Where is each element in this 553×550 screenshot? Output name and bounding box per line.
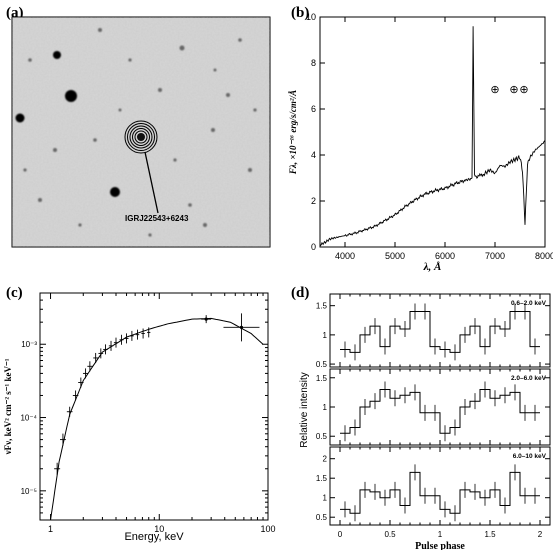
y-tick-label: 1.5 — [316, 374, 328, 383]
y-axis-label: Relative intensity — [299, 372, 310, 448]
pulse-profile-panel: 0.5 1 1.5 0.6–2.0 keV 0.5 1 1.5 2.0–6.0 keV 0.5 1… — [299, 293, 551, 550]
x-tick-label: 0 — [338, 530, 343, 539]
star-21 — [148, 233, 152, 237]
x-tick-label: 2 — [538, 530, 543, 539]
y-tick-label: 0.5 — [316, 513, 328, 522]
star-14 — [188, 203, 192, 207]
target-circle-2 — [132, 128, 150, 146]
profile-histogram-1 — [340, 389, 540, 434]
y-tick-label: 8 — [311, 58, 316, 68]
energy-band-label-2: 6.0–10 keV — [513, 453, 547, 460]
y-tick-label: 10⁻⁵ — [21, 487, 37, 496]
y-tick-label: 4 — [311, 150, 316, 160]
star-10 — [248, 168, 252, 172]
x-tick-label: 10 — [154, 524, 164, 534]
star-4 — [179, 45, 185, 51]
star-field — [15, 28, 257, 237]
source-label: IGRJ22543+6243 — [125, 214, 189, 223]
telluric-symbol-2: ⊕ — [519, 84, 528, 96]
x-tick-label: 6000 — [435, 251, 455, 261]
y-tick-label: 0.5 — [316, 432, 328, 441]
profile-histogram-2 — [340, 471, 540, 514]
plot-frame — [319, 16, 546, 248]
star-16 — [238, 38, 242, 42]
x-tick-label: 0.5 — [384, 530, 396, 539]
y-axis-label: Fλ, ×10⁻¹⁶ erg/s/cm²/Å — [288, 90, 298, 175]
spectrum-line — [319, 26, 546, 247]
sky-image-noise — [12, 17, 270, 247]
x-tick-label: 1.5 — [484, 530, 496, 539]
star-11 — [203, 223, 207, 227]
panel-label-d: (d) — [291, 285, 310, 301]
star-22 — [23, 168, 27, 172]
telluric-symbol-1: ⊕ — [509, 84, 518, 96]
y-tick-label: 1.5 — [316, 474, 328, 483]
target-circle-1 — [134, 130, 148, 144]
star-9 — [158, 88, 162, 92]
target-star — [137, 133, 145, 141]
star-24 — [213, 68, 217, 72]
y-tick-label: 1 — [323, 331, 328, 340]
star-3 — [110, 187, 120, 197]
y-tick-label: 1 — [323, 494, 328, 503]
sky-image: IGRJ22543+6243 — [11, 16, 271, 248]
x-tick-label: 1 — [48, 524, 53, 534]
x-axis-label: Pulse phase — [415, 541, 465, 550]
target-source: IGRJ22543+6243 — [124, 120, 189, 223]
star-23 — [118, 108, 122, 112]
star-6 — [226, 93, 230, 97]
model-curve — [50, 317, 264, 521]
data-point-19 — [239, 325, 244, 329]
panel-label-b: (b) — [291, 5, 310, 21]
y-tick-label: 1.5 — [316, 302, 328, 311]
x-tick-label: 8000 — [535, 251, 553, 261]
profile-histogram-0 — [340, 311, 540, 353]
y-tick-label: 10⁻³ — [21, 340, 37, 349]
star-13 — [93, 138, 97, 142]
star-19 — [78, 223, 82, 227]
broadband-spectrum-panel: 1 10 100 10⁻³ 10⁻⁴ 10⁻⁵ Energy, keV νFν, keV² c… — [3, 292, 276, 543]
x-axis-label: Energy, keV — [124, 531, 184, 543]
x-tick-label: 100 — [260, 524, 275, 534]
x-tick-label: 7000 — [485, 251, 505, 261]
star-0 — [53, 51, 61, 59]
star-5 — [211, 128, 215, 132]
y-tick-label: 6 — [311, 104, 316, 114]
y-tick-label: 1 — [323, 403, 328, 412]
x-tick-label: 4000 — [335, 251, 355, 261]
star-7 — [98, 28, 102, 32]
target-circle-5 — [124, 120, 158, 154]
x-tick-label: 1 — [438, 530, 443, 539]
star-20 — [253, 108, 257, 112]
energy-band-label-0: 0.6–2.0 keV — [511, 300, 547, 307]
star-12 — [53, 148, 57, 152]
y-tick-label: 10⁻⁴ — [20, 414, 37, 423]
star-18 — [173, 158, 177, 162]
y-tick-label: 2 — [311, 196, 316, 206]
star-2 — [15, 113, 25, 123]
target-circle-4 — [127, 123, 155, 151]
star-8 — [38, 198, 42, 202]
y-tick-label: 0.5 — [316, 360, 328, 369]
y-axis-label: νFν, keV² cm⁻² s⁻¹ keV⁻¹ — [3, 358, 13, 455]
star-17 — [128, 58, 132, 62]
star-1 — [65, 90, 77, 102]
target-pointer-line — [144, 151, 159, 214]
y-tick-label: 10 — [306, 12, 316, 22]
star-15 — [28, 58, 32, 62]
x-axis-label: λ, Å — [423, 261, 442, 273]
y-tick-label: 0 — [311, 242, 316, 252]
energy-band-label-1: 2.0–6.0 keV — [511, 375, 547, 382]
target-circle-3 — [129, 125, 153, 149]
x-tick-label: 5000 — [385, 251, 405, 261]
panel-label-c: (c) — [6, 285, 23, 301]
y-tick-label: 2 — [323, 455, 328, 464]
telluric-symbol-0: ⊕ — [490, 84, 499, 96]
data-point-18 — [204, 317, 208, 321]
